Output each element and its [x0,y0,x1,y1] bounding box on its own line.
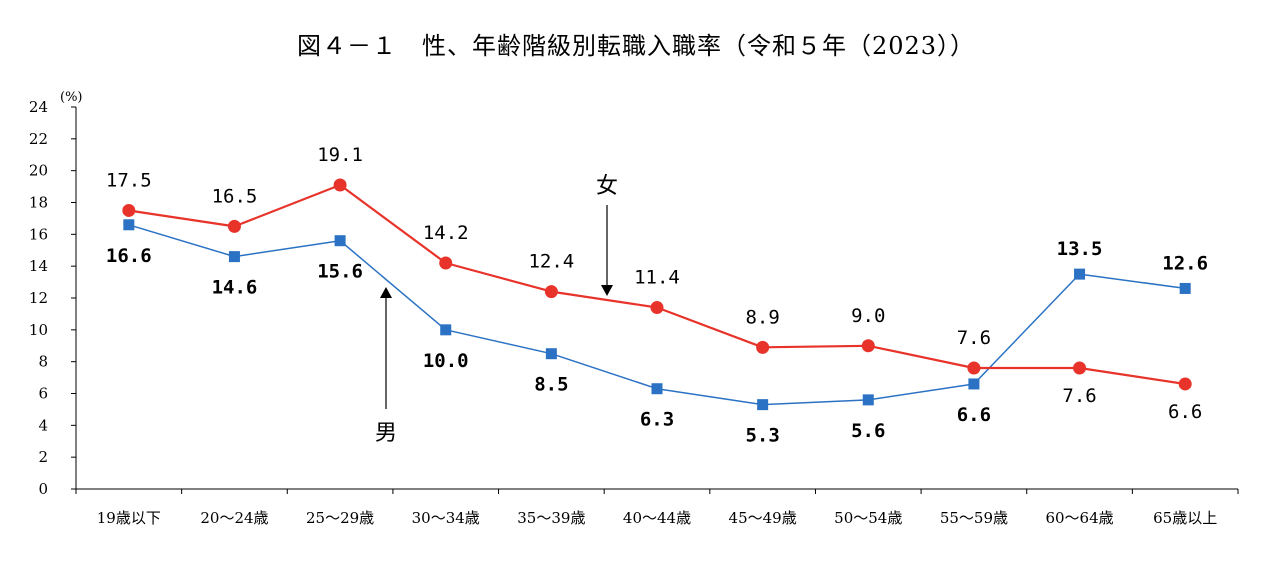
data-point-male [545,348,557,360]
data-label-female: 17.5 [106,169,152,191]
x-tick-label: 35～39歳 [517,509,585,527]
data-label-female: 14.2 [423,222,469,244]
data-label-male: 8.5 [534,374,568,396]
data-label-male: 5.6 [851,420,885,442]
arrow-male-head [380,287,392,298]
data-point-female [967,361,981,375]
arrow-female-head [601,285,613,296]
data-label-male: 15.6 [317,261,363,283]
y-tick-label: 24 [29,98,48,116]
y-tick-label: 22 [29,130,48,148]
data-label-female: 7.6 [1062,385,1096,407]
data-label-male: 6.6 [957,404,991,426]
data-labels: 17.5 16.5 19.1 14.2 12.4 11.4 8.9 9.0 7.6 7.6 6.6 1… [106,144,1208,447]
chart-title: 図４－１ 性、年齢階級別転職入職率（令和５年（2023）） [296,32,976,60]
data-point-female [1073,361,1087,375]
x-tick-label: 30～34歳 [412,509,480,527]
data-label-female: 12.4 [528,251,574,273]
x-tick-label: 55～59歳 [940,509,1008,527]
data-point-female [227,219,241,233]
data-label-female: 19.1 [317,144,363,166]
x-tick-label: 60～64歳 [1045,509,1113,527]
data-label-female: 6.6 [1168,401,1202,423]
y-tick-label: 2 [38,448,48,466]
data-point-male [757,399,769,411]
series-name-female: 女 [596,174,618,199]
data-point-male [862,394,874,406]
data-label-male: 13.5 [1057,238,1103,260]
data-label-female: 11.4 [634,267,680,289]
y-tick-label: 10 [29,321,48,339]
data-point-male [123,219,135,231]
y-tick-label: 4 [38,416,48,434]
y-tick-label: 20 [29,162,48,180]
data-point-male [228,251,240,263]
y-tick-label: 16 [29,225,48,243]
x-tick-label: 25～29歳 [306,509,374,527]
data-point-female [439,256,453,270]
x-tick-label: 20～24歳 [200,509,268,527]
x-tick-label: 40～44歳 [623,509,691,527]
data-label-female: 8.9 [745,306,779,328]
data-label-female: 7.6 [957,327,991,349]
data-label-female: 16.5 [212,185,258,207]
x-tick-label: 45～49歳 [729,509,797,527]
data-point-female [544,285,558,299]
data-point-female [122,203,136,217]
data-label-female: 9.0 [851,305,885,327]
data-point-male [968,378,980,390]
x-tick-label: 65歳以上 [1153,509,1217,527]
y-axis-unit: (%) [60,90,83,105]
series-line-male [128,224,1186,406]
data-label-male: 16.6 [106,245,152,267]
x-tick-label: 19歳以下 [97,509,161,527]
data-label-male: 12.6 [1162,252,1208,274]
y-tick-label: 14 [29,257,48,275]
data-point-male [651,383,663,395]
data-point-female [756,340,770,354]
data-label-male: 6.3 [640,409,674,431]
data-point-female [333,178,347,192]
data-point-male [334,235,346,247]
series-annotations: 女男 [375,174,618,446]
data-label-male: 10.0 [423,350,469,372]
data-point-female [1178,377,1192,391]
y-tick-label: 8 [38,353,48,371]
series-lines [128,183,1186,406]
y-tick-label: 6 [38,385,48,403]
y-tick-label: 18 [29,194,48,212]
data-point-female [861,339,875,353]
x-tick-label: 50～54歳 [834,509,902,527]
data-point-male [440,324,452,336]
data-label-male: 5.3 [745,425,779,447]
y-tick-label: 0 [38,480,48,498]
data-point-female [650,301,664,315]
data-point-male [1074,268,1086,280]
data-label-male: 14.6 [212,277,258,299]
y-tick-label: 12 [29,289,48,307]
series-points [122,178,1192,411]
series-name-male: 男 [375,421,397,446]
data-point-male [1179,282,1191,294]
